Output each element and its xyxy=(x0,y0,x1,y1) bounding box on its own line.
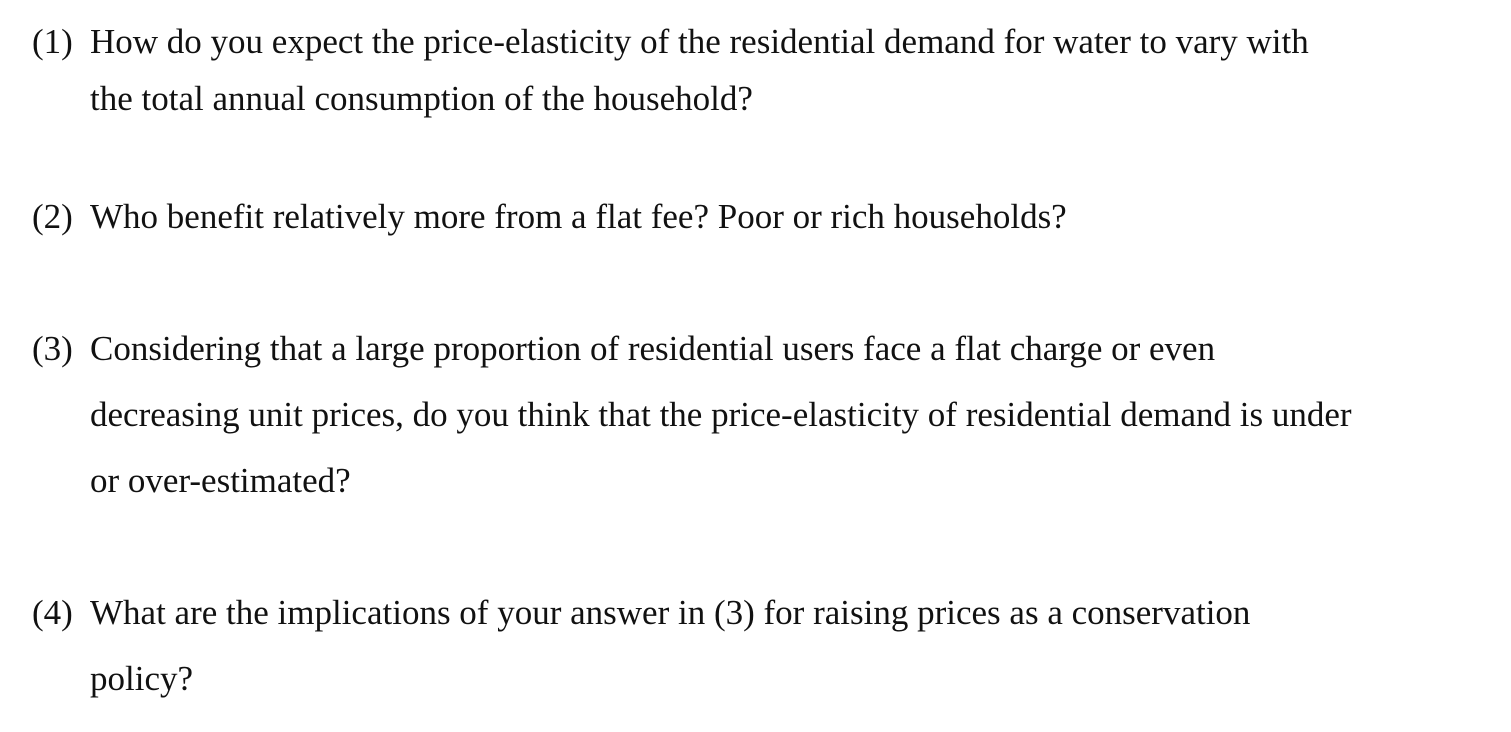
question-2: (2) Who benefit relatively more from a f… xyxy=(0,0,1511,236)
question-text-line: What are the implications of your answer… xyxy=(90,593,1251,632)
question-text-line: How do you expect the price-elasticity o… xyxy=(90,22,1309,61)
question-number: (2) xyxy=(32,197,73,236)
question-text-line: Considering that a large proportion of r… xyxy=(90,329,1216,368)
question-text-line: decreasing unit prices, do you think tha… xyxy=(90,395,1352,434)
question-text-line: Who benefit relatively more from a flat … xyxy=(90,197,1067,236)
question-number: (4) xyxy=(32,593,73,632)
question-text-line: the total annual consumption of the hous… xyxy=(90,79,753,118)
question-4: (4) What are the implications of your an… xyxy=(0,0,1511,698)
question-text-line: or over-estimated? xyxy=(90,461,351,500)
question-3: (3) Considering that a large proportion … xyxy=(0,0,1511,500)
question-1: (1) How do you expect the price-elastici… xyxy=(0,0,1511,118)
question-number: (3) xyxy=(32,329,73,368)
question-number: (1) xyxy=(32,22,73,61)
question-text-line: policy? xyxy=(90,659,194,698)
